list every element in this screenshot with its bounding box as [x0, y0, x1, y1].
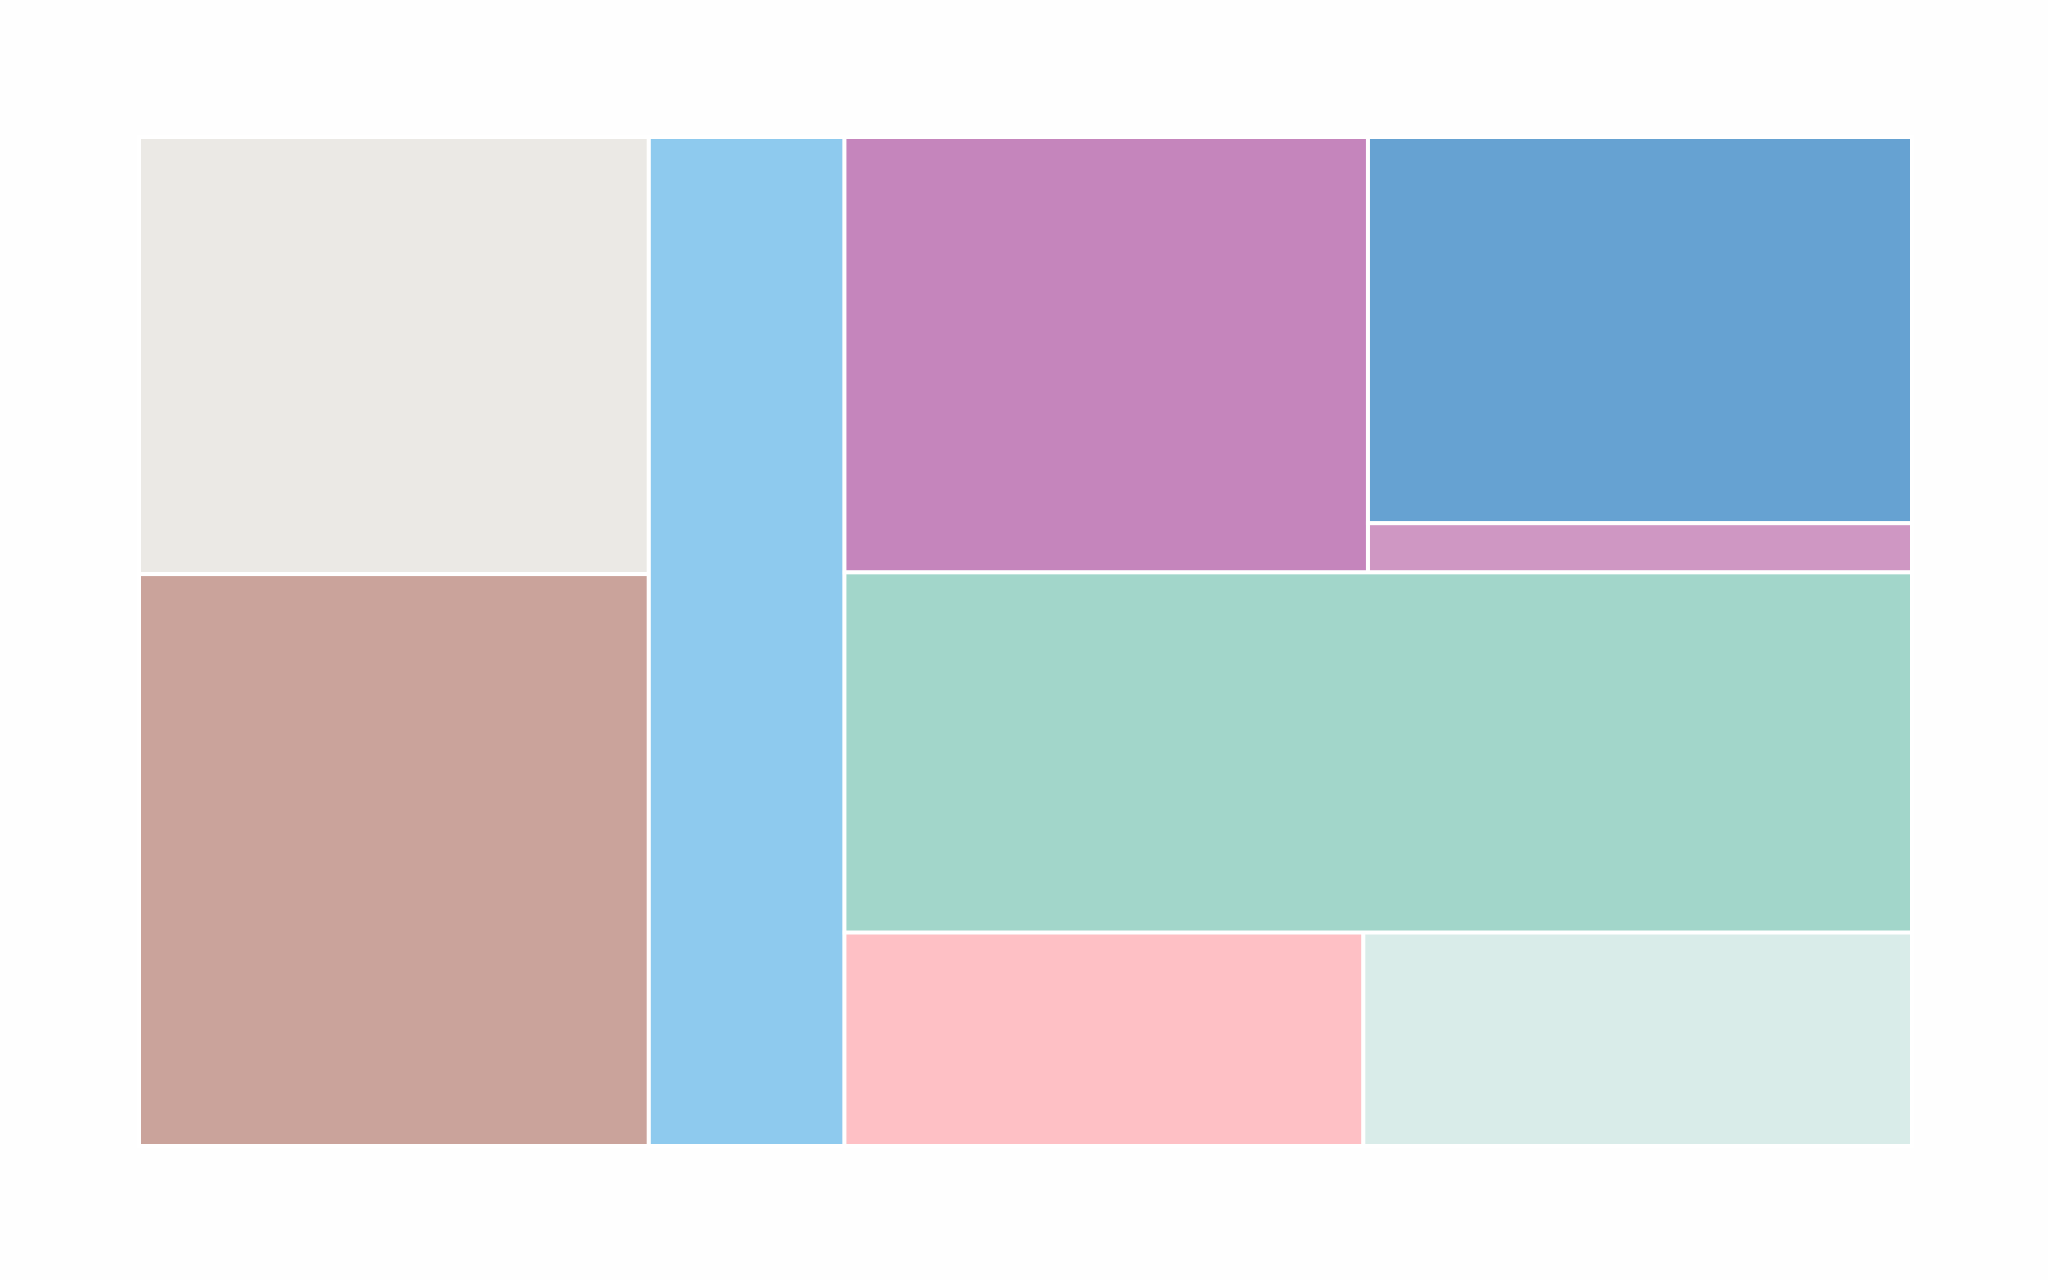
- treemap-tile-6: [1365, 521, 1914, 575]
- treemap-tile-5: [1365, 135, 1914, 526]
- treemap-tile-3: [646, 135, 847, 1148]
- treemap-tile-7: [842, 570, 1915, 935]
- treemap-tile-9: [1361, 930, 1915, 1149]
- treemap-tile-4: [842, 135, 1370, 575]
- treemap-tile-2: [137, 572, 651, 1148]
- treemap-tile-8: [842, 930, 1366, 1149]
- treemap-tile-1: [137, 135, 651, 577]
- treemap-tiles: [137, 135, 1915, 1149]
